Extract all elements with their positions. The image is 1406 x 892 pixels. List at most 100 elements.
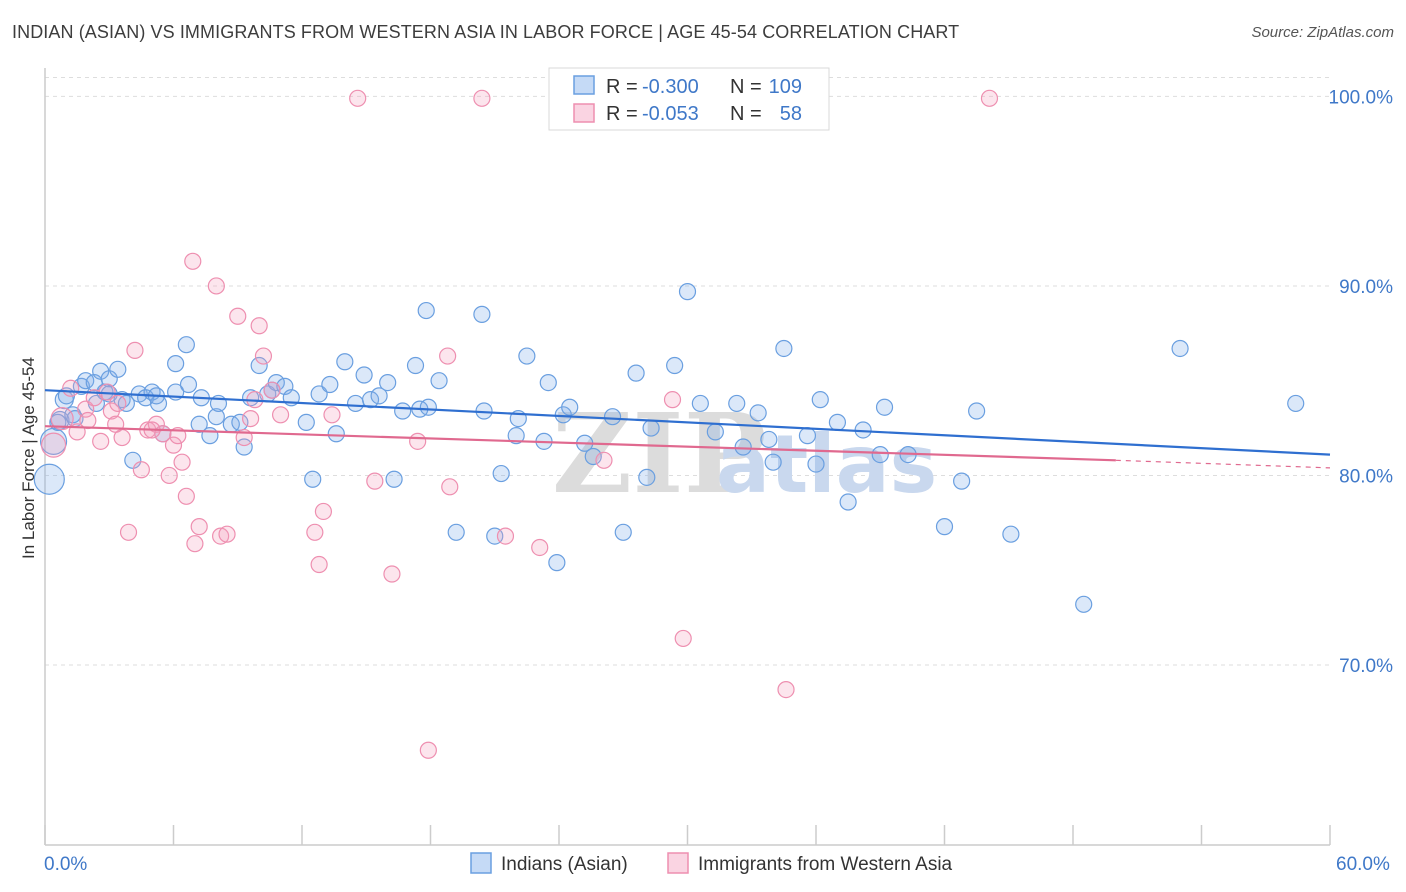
point-western-asia: [310, 555, 328, 574]
bottom-legend-swatch-pink: [667, 852, 689, 874]
point-indians-asian: [124, 451, 142, 469]
point-western-asia: [92, 432, 110, 450]
point-western-asia: [207, 277, 225, 295]
point-indians-asian: [749, 404, 767, 422]
point-indians-asian: [1287, 394, 1305, 413]
point-indians-asian: [419, 398, 437, 416]
point-indians-asian: [297, 413, 315, 431]
point-western-asia: [250, 317, 268, 335]
y-tick-label: 70.0%: [1339, 656, 1393, 677]
point-western-asia: [160, 466, 178, 485]
point-indians-asian: [304, 470, 322, 488]
point-indians-asian: [638, 468, 656, 486]
legend-swatch-blue: [573, 75, 595, 95]
bottom-legend-label-2: Immigrants from Western Asia: [698, 854, 953, 875]
point-western-asia: [177, 487, 195, 505]
point-indians-asian: [379, 373, 397, 392]
point-indians-asian: [473, 305, 491, 323]
point-western-asia: [40, 432, 67, 458]
point-indians-asian: [327, 425, 345, 443]
x-tick-label-min: 0.0%: [44, 854, 87, 875]
bottom-legend: Indians (Asian) Immigrants from Western …: [470, 852, 953, 875]
point-western-asia: [473, 89, 491, 107]
point-indians-asian: [828, 413, 847, 431]
legend-r-label-2: R =: [606, 103, 638, 125]
legend-swatch-pink: [573, 103, 595, 123]
point-indians-asian: [584, 447, 602, 466]
legend-n-label-2: N =: [730, 103, 762, 125]
point-indians-asian: [430, 372, 448, 390]
point-western-asia: [119, 523, 138, 541]
point-indians-asian: [207, 408, 225, 426]
point-western-asia: [366, 472, 384, 490]
point-indians-asian: [968, 402, 986, 420]
legend-r-value-1: -0.300: [642, 76, 699, 98]
x-tick-marks: [44, 825, 1331, 845]
point-western-asia: [419, 741, 437, 759]
legend-n-label-1: N =: [730, 76, 762, 98]
point-indians-asian: [507, 427, 525, 445]
point-indians-asian: [666, 356, 684, 375]
point-indians-asian: [33, 463, 65, 495]
point-western-asia: [663, 391, 682, 409]
point-western-asia: [263, 381, 281, 399]
trend-lines: [44, 389, 1331, 469]
y-tick-label: 80.0%: [1339, 466, 1393, 487]
chart-title: INDIAN (ASIAN) VS IMMIGRANTS FROM WESTER…: [12, 22, 960, 42]
point-indians-asian: [179, 375, 198, 394]
point-indians-asian: [310, 385, 328, 403]
point-indians-asian: [235, 438, 253, 456]
point-indians-asian: [807, 455, 825, 473]
point-indians-asian: [691, 394, 709, 413]
y-tick-label: 100.0%: [1329, 87, 1394, 108]
point-indians-asian: [875, 398, 894, 416]
point-indians-asian: [394, 402, 412, 420]
point-indians-asian: [728, 394, 746, 413]
point-western-asia: [229, 307, 247, 325]
point-indians-asian: [811, 391, 829, 409]
bottom-legend-swatch-blue: [470, 852, 492, 874]
point-indians-asian: [336, 353, 354, 371]
trend-line-western-asia-extension: [1115, 459, 1331, 469]
point-western-asia: [218, 525, 236, 543]
point-western-asia: [184, 252, 202, 270]
point-indians-asian: [548, 554, 566, 572]
point-indians-asian: [760, 430, 778, 449]
point-western-asia: [383, 565, 401, 583]
point-western-asia: [531, 538, 549, 557]
point-western-asia: [674, 629, 692, 648]
point-western-asia: [242, 409, 260, 428]
point-indians-asian: [1171, 339, 1189, 358]
point-indians-asian: [627, 364, 645, 382]
point-indians-asian: [447, 523, 465, 541]
point-western-asia: [439, 347, 457, 365]
point-indians-asian: [177, 336, 195, 354]
point-western-asia: [306, 523, 324, 541]
point-indians-asian: [706, 423, 724, 441]
point-indians-asian: [839, 493, 857, 511]
point-western-asia: [980, 89, 999, 107]
point-indians-asian: [642, 419, 660, 437]
point-indians-asian: [614, 523, 632, 541]
point-indians-asian: [250, 356, 268, 375]
legend-box: [548, 67, 830, 131]
point-indians-asian: [1075, 595, 1093, 613]
point-indians-asian: [603, 408, 622, 426]
point-indians-asian: [346, 394, 365, 413]
point-indians-asian: [406, 356, 425, 375]
point-indians-asian: [734, 438, 752, 456]
point-western-asia: [50, 406, 74, 431]
point-western-asia: [186, 535, 204, 553]
point-western-asia: [79, 411, 97, 430]
point-indians-asian: [100, 370, 118, 388]
trend-line-indians-asian: [44, 389, 1331, 456]
point-western-asia: [164, 436, 183, 454]
point-indians-asian: [539, 373, 557, 392]
y-axis-label: In Labor Force | Age 45-54: [19, 357, 38, 559]
point-indians-asian: [201, 427, 219, 445]
point-western-asia: [169, 427, 187, 445]
point-indians-asian: [775, 339, 793, 358]
point-indians-asian: [385, 470, 403, 488]
point-western-asia: [271, 406, 290, 424]
